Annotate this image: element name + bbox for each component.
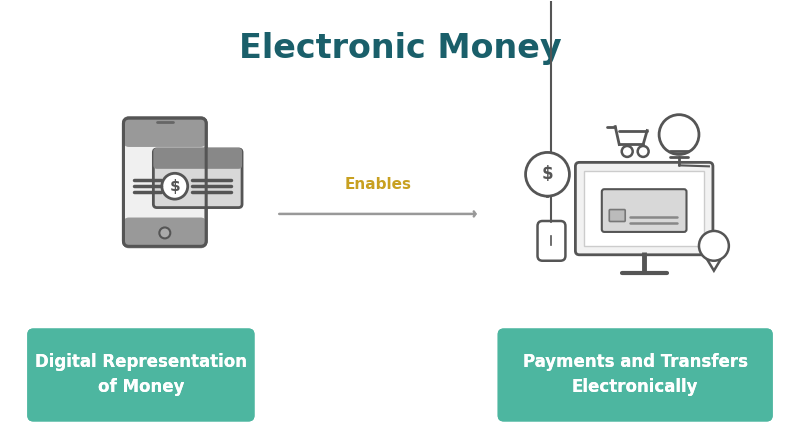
FancyBboxPatch shape: [584, 171, 704, 246]
FancyBboxPatch shape: [27, 329, 254, 422]
Text: Digital Representation
of Money: Digital Representation of Money: [35, 354, 247, 396]
FancyBboxPatch shape: [123, 217, 206, 248]
Circle shape: [159, 228, 170, 239]
FancyBboxPatch shape: [498, 329, 773, 422]
Polygon shape: [705, 256, 723, 271]
Text: Enables: Enables: [345, 177, 411, 192]
Polygon shape: [157, 150, 238, 161]
Text: $: $: [542, 165, 554, 183]
Text: Payments and Transfers
Electronically: Payments and Transfers Electronically: [522, 354, 748, 396]
Text: Digital Representation
of Money: Digital Representation of Money: [35, 354, 247, 396]
FancyBboxPatch shape: [498, 329, 773, 422]
FancyBboxPatch shape: [575, 162, 713, 255]
Polygon shape: [129, 225, 201, 240]
Circle shape: [622, 146, 633, 157]
Circle shape: [638, 146, 649, 157]
FancyBboxPatch shape: [602, 189, 686, 232]
Circle shape: [162, 173, 188, 199]
Circle shape: [659, 115, 699, 154]
Circle shape: [699, 231, 729, 261]
Circle shape: [526, 153, 570, 196]
FancyBboxPatch shape: [610, 209, 626, 221]
Polygon shape: [129, 125, 201, 138]
FancyBboxPatch shape: [538, 221, 566, 261]
FancyBboxPatch shape: [27, 329, 254, 422]
FancyBboxPatch shape: [123, 116, 206, 147]
Text: $: $: [170, 179, 180, 194]
FancyBboxPatch shape: [123, 118, 206, 247]
Text: Payments and Transfers
Electronically: Payments and Transfers Electronically: [522, 354, 748, 396]
FancyBboxPatch shape: [154, 149, 242, 208]
Text: Electronic Money: Electronic Money: [238, 32, 562, 65]
FancyBboxPatch shape: [154, 148, 242, 169]
